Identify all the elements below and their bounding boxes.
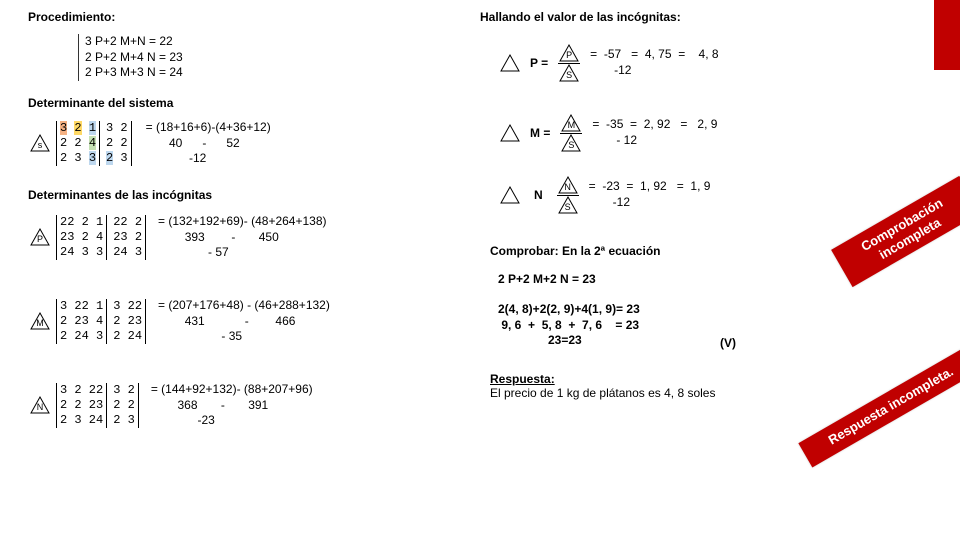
eq-3: 2 P+3 M+3 N = 24	[85, 65, 183, 81]
det-incog-title: Determinantes de las incógnitas	[28, 188, 212, 202]
det-s-calc: = (18+16+6)-(4+36+12) 40 - 52 -12	[146, 120, 271, 167]
n-den-val: -12	[613, 195, 630, 211]
det-s-calc-top: = (18+16+6)-(4+36+12)	[146, 120, 271, 136]
comp-l3: 23=23	[498, 333, 640, 349]
det-s-block: s 3 2 1 2 2 4 2 3 3 3 2 2 2 2 3 = (18+16…	[30, 120, 271, 167]
check-mark: (V)	[720, 336, 736, 350]
det-m-block: M 3 22 1 2 23 4 2 24 3 3 22 2 23 2 24 = …	[30, 298, 330, 345]
comp-l1: 2(4, 8)+2(2, 9)+4(1, 9)= 23	[498, 302, 640, 318]
p-frac-den: S	[559, 64, 579, 82]
n-eq: = -23 = 1, 92 = 1, 9	[589, 179, 711, 195]
eq-2: 2 P+2 M+4 N = 23	[85, 50, 183, 66]
equation-system: 3 P+2 M+N = 22 2 P+2 M+4 N = 23 2 P+3 M+…	[78, 34, 183, 81]
m-value-row: M = M S = -35 = 2, 92 = 2, 9 - 12	[500, 114, 717, 152]
det-sistema-title: Determinante del sistema	[28, 96, 173, 110]
triangle-icon: P	[559, 44, 579, 62]
p-frac-num: P	[559, 44, 579, 62]
p-frac2: = -57 = 4, 75 = 4, 8 -12	[590, 47, 718, 78]
m-lhs: M =	[530, 126, 550, 140]
comprobar-work: 2(4, 8)+2(2, 9)+4(1, 9)= 23 9, 6 + 5, 8 …	[498, 302, 640, 349]
det-n-calc-mid: 368 - 391	[151, 398, 313, 414]
det-p-calc-mid: 393 - 450	[158, 230, 326, 246]
det-s-calc-mid: 40 - 52	[146, 136, 271, 152]
triangle-icon	[500, 124, 520, 142]
det-s-label: s	[30, 134, 50, 152]
triangle-icon: N	[558, 176, 578, 194]
n-frac: N S	[557, 176, 579, 214]
det-m-calc-top: = (207+176+48) - (46+288+132)	[158, 298, 330, 314]
p-eq: = -57 = 4, 75 = 4, 8	[590, 47, 718, 63]
respuesta-block: Respuesta: El precio de 1 kg de plátanos…	[490, 372, 715, 400]
det-m-ext: 3 22 2 23 2 24	[113, 299, 146, 344]
triangle-icon	[500, 186, 520, 204]
proc-title: Procedimiento:	[28, 10, 115, 24]
det-p-calc: = (132+192+69)- (48+264+138) 393 - 450 -…	[158, 214, 326, 261]
det-s-calc-bot: -12	[146, 151, 271, 167]
triangle-icon	[500, 54, 520, 72]
accent-bar	[934, 0, 960, 70]
eq-1: 3 P+2 M+N = 22	[85, 34, 183, 50]
det-s-matrix: 3 2 1 2 2 4 2 3 3	[56, 121, 100, 166]
det-n-calc: = (144+92+132)- (88+207+96) 368 - 391 -2…	[151, 382, 313, 429]
det-n-calc-bot: -23	[151, 413, 313, 429]
respuesta-title: Respuesta:	[490, 372, 715, 386]
m-den-val: - 12	[616, 133, 637, 149]
n-value-row: N N S = -23 = 1, 92 = 1, 9 -12	[500, 176, 710, 214]
ribbon-comprobacion: Comprobación incompleta	[831, 176, 960, 287]
det-n-matrix: 3 2 22 2 2 23 2 3 24	[56, 383, 107, 428]
triangle-icon: S	[559, 64, 579, 82]
m-frac-den: S	[561, 134, 581, 152]
n-frac2: = -23 = 1, 92 = 1, 9 -12	[589, 179, 711, 210]
det-n-calc-top: = (144+92+132)- (88+207+96)	[151, 382, 313, 398]
det-m-calc-bot: - 35	[158, 329, 330, 345]
p-value-row: P = P S = -57 = 4, 75 = 4, 8 -12	[500, 44, 719, 82]
det-n-block: N 3 2 22 2 2 23 2 3 24 3 2 2 2 2 3 = (14…	[30, 382, 313, 429]
triangle-icon: S	[561, 134, 581, 152]
det-p-matrix: 22 2 1 23 2 4 24 3 3	[56, 215, 107, 260]
det-p-block: P 22 2 1 23 2 4 24 3 3 22 2 23 2 24 3 = …	[30, 214, 327, 261]
det-p-ext: 22 2 23 2 24 3	[113, 215, 146, 260]
det-m-calc: = (207+176+48) - (46+288+132) 431 - 466 …	[158, 298, 330, 345]
triangle-icon: M	[30, 312, 50, 330]
det-m-calc-mid: 431 - 466	[158, 314, 330, 330]
p-frac: P S	[558, 44, 580, 82]
comp-l2: 9, 6 + 5, 8 + 7, 6 = 23	[498, 318, 640, 334]
ribbon-2-text: Respuesta incompleta.	[826, 364, 956, 448]
comprobar-eq: 2 P+2 M+2 N = 23	[498, 272, 596, 286]
n-lhs: N	[534, 188, 543, 202]
respuesta-text: El precio de 1 kg de plátanos es 4, 8 so…	[490, 386, 715, 400]
det-m-matrix: 3 22 1 2 23 4 2 24 3	[56, 299, 107, 344]
hallando-title: Hallando el valor de las incógnitas:	[480, 10, 681, 24]
p-den-val: -12	[614, 63, 631, 79]
det-n-ext: 3 2 2 2 2 3	[113, 383, 139, 428]
det-p-label: P	[30, 228, 50, 246]
det-p-calc-top: = (132+192+69)- (48+264+138)	[158, 214, 326, 230]
n-frac-den: S	[558, 196, 578, 214]
m-frac2: = -35 = 2, 92 = 2, 9 - 12	[592, 117, 717, 148]
ribbon-respuesta: Respuesta incompleta.	[799, 344, 960, 467]
det-m-label: M	[30, 312, 50, 330]
det-s-ext: 3 2 2 2 2 3	[106, 121, 132, 166]
m-eq: = -35 = 2, 92 = 2, 9	[592, 117, 717, 133]
triangle-icon: S	[558, 196, 578, 214]
triangle-icon: M	[561, 114, 581, 132]
p-lhs: P =	[530, 56, 548, 70]
triangle-icon: s	[30, 134, 50, 152]
comprobar-title: Comprobar: En la 2ª ecuación	[490, 244, 660, 258]
det-n-label: N	[30, 396, 50, 414]
triangle-icon: N	[30, 396, 50, 414]
n-frac-num: N	[558, 176, 578, 194]
m-frac: M S	[560, 114, 582, 152]
det-p-calc-bot: - 57	[158, 245, 326, 261]
triangle-icon: P	[30, 228, 50, 246]
m-frac-num: M	[561, 114, 581, 132]
